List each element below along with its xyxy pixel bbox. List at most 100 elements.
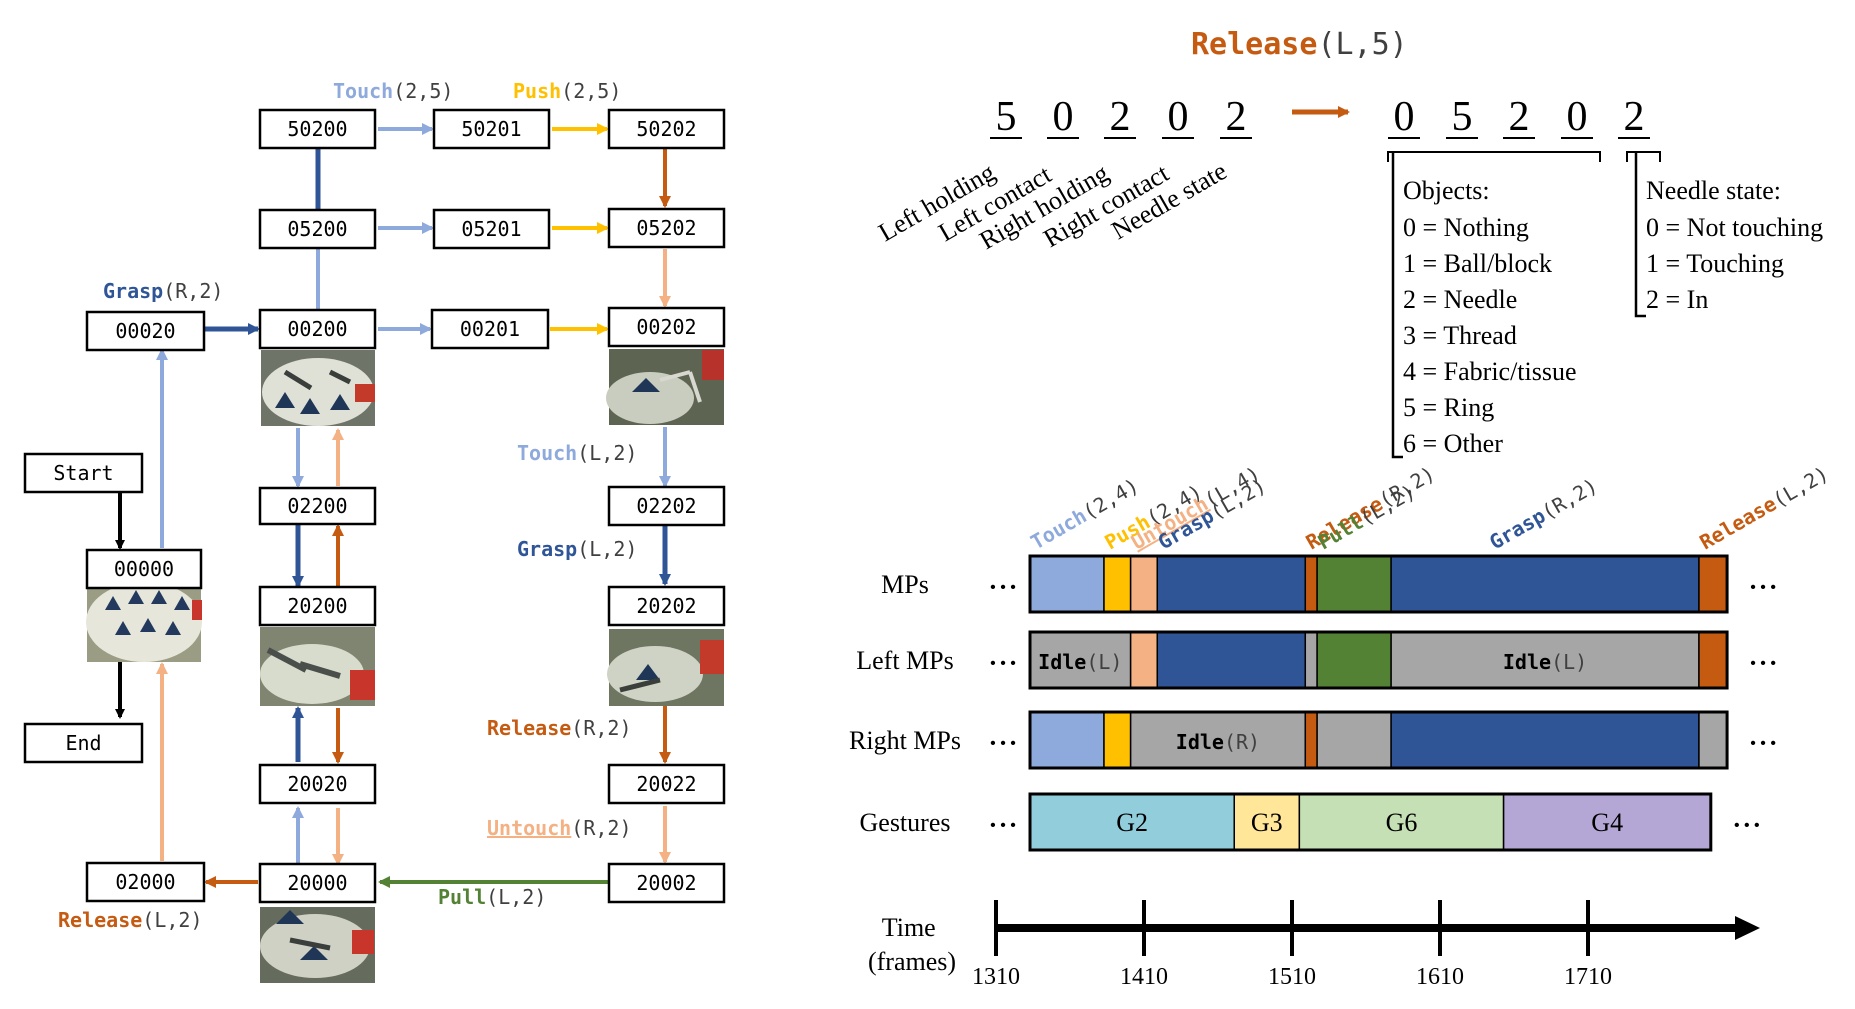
row-border: [1028, 792, 1713, 852]
ellipsis-right: • • •: [1734, 817, 1760, 834]
state-start: Start: [23, 452, 144, 494]
state-20202: 20202: [607, 585, 726, 627]
state-50201-label: 50201: [461, 117, 521, 141]
tick-label: 1410: [1120, 964, 1168, 990]
segment-pull: [1316, 631, 1392, 689]
state-02202-label: 02202: [636, 494, 696, 518]
objects-legend-item: 0 = Nothing: [1403, 213, 1529, 242]
timeline-row-label: Left MPs: [856, 646, 954, 675]
ellipsis-left: • • •: [990, 655, 1016, 672]
segment-g3: [1233, 793, 1301, 851]
scene-thumbnail-20200: [260, 627, 375, 706]
state-05201-label: 05201: [461, 217, 521, 241]
objects-legend-item: 4 = Fabric/tissue: [1403, 357, 1577, 386]
state-20200: 20200: [258, 585, 377, 627]
state-00201-label: 00201: [460, 317, 520, 341]
needle-legend: Needle state: 0 = Not touching 1 = Touch…: [1646, 176, 1823, 314]
state-00020-label: 00020: [115, 319, 175, 343]
state-00200-label: 00200: [287, 317, 347, 341]
scene-thumbnail-00202: [606, 349, 724, 425]
label-release-l-2-args: (L,2): [142, 908, 202, 932]
time-axis-label-line2: (frames): [868, 947, 956, 976]
label-release-l-2-name: Release: [58, 908, 142, 932]
segment-label: G6: [1386, 808, 1418, 837]
state-02200-label: 02200: [287, 494, 347, 518]
label-pull-l-2-name: Pull: [438, 885, 486, 909]
label-release-l-2: Release(L,2): [58, 908, 203, 932]
segment-release: [1304, 711, 1318, 769]
before-digit: 2: [1110, 94, 1131, 140]
label-push-2-5-args: (2,5): [561, 79, 621, 103]
segment-touch: [1029, 711, 1105, 769]
segment-label: G4: [1591, 808, 1623, 837]
state-20002-label: 20002: [636, 871, 696, 895]
timeline: Touch(2,4)Push(2,4)Untouch(L,4)Grasp(L,2…: [849, 461, 1833, 990]
state-end: End: [23, 722, 144, 764]
state-05201: 05201: [432, 208, 551, 250]
state-50201: 50201: [432, 108, 551, 150]
needle-legend-bar: [1634, 152, 1646, 318]
label-untouch-r-2-name: Untouch: [487, 816, 571, 840]
timeline-row-right-mps: Right MPs • • • Idle(R) • • •: [849, 710, 1776, 770]
state-02000: 02000: [85, 861, 206, 903]
state-end-label: End: [65, 731, 101, 755]
label-pull-l-2-args: (L,2): [486, 885, 546, 909]
timeline-rows: MPs • • • • • • Left MPs • • • Idle(L) Idle(L)…: [849, 554, 1776, 852]
segment-touch: [1029, 555, 1105, 613]
state-00000: 00000: [85, 548, 203, 590]
segment-g4: [1502, 793, 1712, 851]
state-20202-label: 20202: [636, 594, 696, 618]
label-grasp-l-2-name: Grasp: [517, 537, 577, 561]
needle-bracket: [1626, 151, 1661, 162]
row-border: [1028, 630, 1729, 690]
objects-legend-item: 6 = Other: [1403, 429, 1503, 458]
label-push-2-5: Push(2,5): [513, 79, 621, 103]
encoding-title: Release(L,5): [1191, 27, 1408, 62]
state-05200-label: 05200: [287, 217, 347, 241]
state-20000: 20000: [258, 862, 377, 904]
objects-legend: Objects: 0 = Nothing 1 = Ball/block 2 = …: [1403, 176, 1577, 458]
segment-release: [1698, 631, 1728, 689]
time-axis-label: Time (frames): [868, 913, 956, 976]
segment-grasp: [1156, 631, 1307, 689]
timeline-row-left-mps: Left MPs • • • Idle(L) Idle(L) • • •: [856, 630, 1776, 690]
segment-label: Idle(L): [1038, 650, 1122, 674]
label-touch-l-2-args: (L,2): [577, 441, 637, 465]
before-digit: 0: [1168, 94, 1189, 140]
segment-label: G2: [1116, 808, 1148, 837]
needle-legend-item: 0 = Not touching: [1646, 213, 1823, 242]
segment-label: G3: [1251, 808, 1283, 837]
segment-grasp: [1156, 555, 1307, 613]
after-digit: 0: [1567, 94, 1588, 140]
label-grasp-l-2-args: (L,2): [577, 537, 637, 561]
after-digit: 2: [1624, 94, 1645, 140]
state-50202: 50202: [607, 108, 726, 150]
state-50202-label: 50202: [636, 117, 696, 141]
state-20002: 20002: [607, 862, 726, 904]
scene-thumbnail-00200: [261, 350, 375, 426]
segment-idle: [1698, 711, 1728, 769]
timeline-row-mps: MPs • • • • • •: [881, 554, 1776, 614]
state-00202: 00202: [607, 306, 726, 348]
segment-idle: [1029, 631, 1132, 689]
state-05202-label: 05202: [636, 216, 696, 240]
objects-bracket: [1387, 151, 1601, 162]
encoding-title-args: (L,5): [1317, 27, 1407, 62]
state-05200: 05200: [258, 208, 377, 250]
segment-g6: [1298, 793, 1505, 851]
segment-release: [1698, 555, 1728, 613]
label-touch-2-5: Touch(2,5): [333, 79, 453, 103]
state-00200: 00200: [258, 308, 377, 350]
label-grasp-r-2-name: Grasp: [103, 279, 163, 303]
segment-untouch: [1129, 555, 1159, 613]
state-02000-label: 02000: [115, 870, 175, 894]
state-encoding: Release(L,5) 5 0 2 0 2 0 5 2 0 2: [874, 27, 1823, 459]
label-release-r-2-name: Release: [487, 716, 571, 740]
label-touch-2-5-args: (2,5): [393, 79, 453, 103]
segment-push: [1103, 555, 1132, 613]
label-touch-l-2: Touch(L,2): [517, 441, 637, 465]
segment-push: [1103, 711, 1132, 769]
objects-legend-title: Objects:: [1403, 176, 1490, 205]
segment-pull: [1316, 555, 1392, 613]
